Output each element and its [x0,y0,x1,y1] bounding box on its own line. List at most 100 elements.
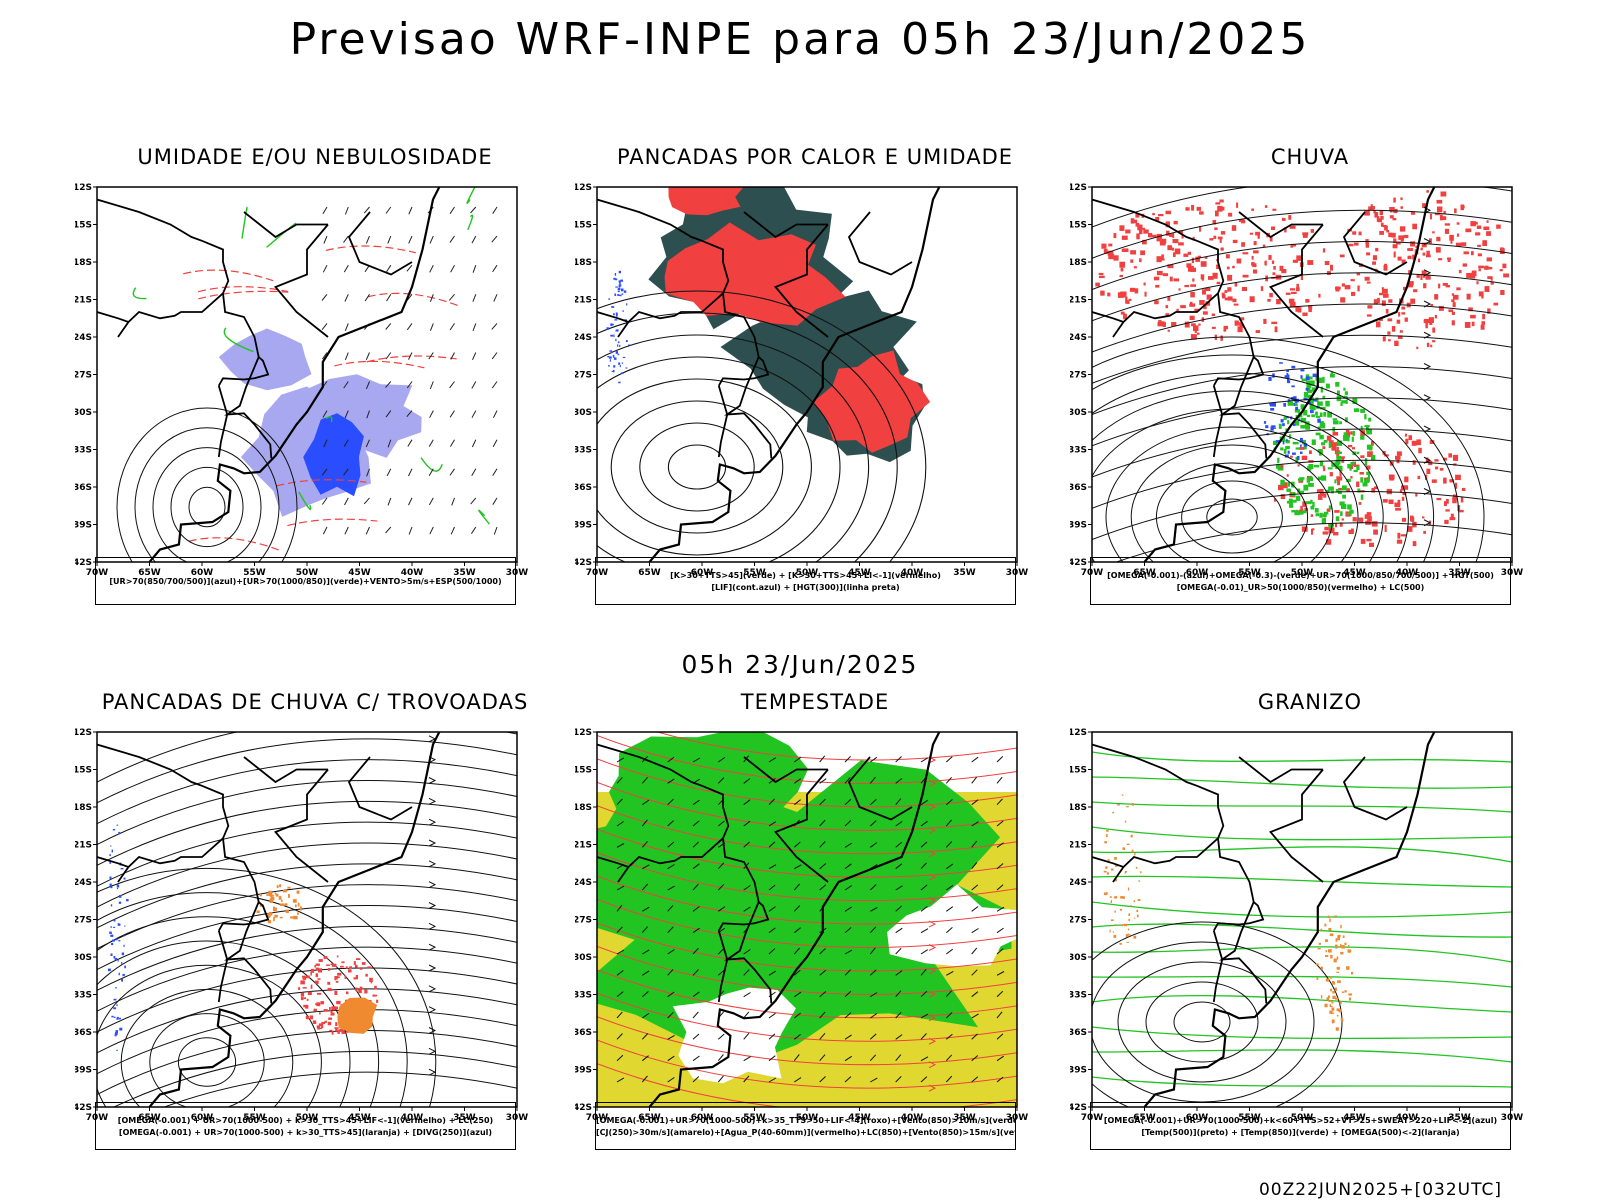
lon-tick-label: 50W [1291,1113,1314,1123]
border-line [117,292,224,338]
lon-tick-label: 50W [296,1113,319,1123]
border-line [1092,856,1124,868]
lon-tick-label: 60W [1186,568,1209,578]
border-line [97,856,129,868]
legend-line: [OMEGA(-0.001) + UR>70(1000-500) + k>30_… [117,1115,494,1125]
lon-tick-label: 60W [691,1113,714,1123]
border-line [347,756,413,821]
legend-line: [OMEGA(-0.001)-(azul)+OMEGA(-0.3)-(verde… [1107,570,1494,580]
lat-tick-label: 36S [75,483,92,493]
map-panel-4: PANCADAS DE CHUVA C/ TROVOADAS 12S 15S 18S 2… [75,690,555,1190]
lat-tick-label: 33S [75,991,92,1001]
lon-tick-label: 30W [1501,1113,1524,1123]
lon-tick-label: 65W [1133,1113,1156,1123]
lon-tick-label: 70W [1081,568,1104,578]
border-line [217,930,229,1003]
border-line [347,211,413,276]
panel-title: PANCADAS POR CALOR E UMIDADE [616,145,1014,169]
map-panel-2: PANCADAS POR CALOR E UMIDADE 12S 15S 18S 21S… [575,145,1055,645]
lat-tick-label: 21S [575,296,592,306]
border-line [1112,837,1219,883]
lon-tick-label: 70W [86,1113,109,1123]
lat-tick-label: 30S [1070,408,1087,418]
lat-tick-label: 18S [1070,803,1087,813]
coastline [148,732,456,1107]
coastline [148,187,456,562]
lat-tick-label: 42S [1070,558,1087,568]
lon-tick-label: 30W [506,568,529,578]
lat-tick-label: 42S [575,558,592,568]
lon-tick-label: 50W [1291,568,1314,578]
border-line [97,311,129,323]
panel-title: UMIDADE E/OU NEBULOSIDADE [137,145,493,169]
lon-tick-label: 65W [638,1113,661,1123]
border-line [743,211,828,239]
lat-tick-label: 30S [75,408,92,418]
lat-tick-label: 27S [575,916,592,926]
lat-tick-label: 27S [1070,916,1087,926]
lon-tick-label: 55W [243,568,266,578]
lat-tick-label: 15S [575,766,592,776]
border-line [617,292,724,338]
lon-tick-label: 55W [243,1113,266,1123]
lon-tick-label: 50W [796,568,819,578]
lon-tick-label: 50W [796,1113,819,1123]
lon-tick-label: 55W [743,1113,766,1123]
panel-legend: [OMEGA(-0.001)+UR>70(1000-500)+k>35_TTS>… [595,1102,1016,1150]
lat-tick-label: 39S [1070,1066,1087,1076]
lat-tick-label: 39S [75,1066,92,1076]
border-line [243,756,328,784]
lat-tick-label: 15S [1070,221,1087,231]
lat-tick-label: 21S [75,296,92,306]
lat-tick-label: 18S [75,258,92,268]
border-line [617,837,724,883]
legend-line: [OMEGA(-0.01)_UR>50(1000/850)(vermelho) … [1176,582,1425,592]
border-line [1212,930,1224,1003]
lat-tick-label: 27S [75,916,92,926]
lat-tick-label: 39S [1070,521,1087,531]
panel-legend: [K>30+TTS>45](verde) + [K>30+TTS>45+LI<-… [595,557,1016,605]
lat-tick-label: 27S [575,371,592,381]
lat-tick-label: 18S [1070,258,1087,268]
lat-tick-label: 12S [575,183,592,193]
lon-tick-label: 60W [691,568,714,578]
lat-tick-label: 39S [575,1066,592,1076]
lat-tick-label: 42S [75,1103,92,1113]
border-line [217,385,229,458]
border-line [97,743,230,839]
border-line [1092,198,1225,294]
lon-tick-label: 30W [1006,568,1029,578]
legend-line: [UR>70(850/700/500)](azul)+[UR>70(1000/8… [109,576,502,586]
border-line [597,856,629,868]
lat-tick-label: 15S [575,221,592,231]
border-line [1238,756,1323,784]
legend-line: [CJ(250)>30m/s](amarelo)+[Agua_P(40-60mm… [596,1127,1015,1137]
map-panel-3: CHUVA 12S 15S 18S 21S 24S 27S 30S 33S 36S 39S 42S 70… [1070,145,1550,645]
border-line [743,756,828,784]
map-panel-1: UMIDADE E/OU NEBULOSIDADE 12S 15S 18S 21S 24S… [75,145,555,645]
border-line [243,211,328,239]
lat-tick-label: 30S [575,953,592,963]
lon-tick-label: 35W [1448,1113,1471,1123]
border-line [718,293,770,387]
lat-tick-label: 24S [575,333,592,343]
lat-tick-label: 24S [1070,333,1087,343]
lon-tick-label: 70W [86,568,109,578]
border-line [274,223,329,338]
border-line [718,838,770,932]
lon-tick-label: 55W [1238,1113,1261,1123]
lon-tick-label: 65W [138,568,161,578]
border-line [597,311,629,323]
lat-tick-label: 21S [75,841,92,851]
lon-tick-label: 65W [1133,568,1156,578]
lon-tick-label: 70W [586,1113,609,1123]
lon-tick-label: 40W [1396,1113,1419,1123]
lat-tick-label: 30S [75,953,92,963]
lon-tick-label: 45W [348,1113,371,1123]
lon-tick-label: 50W [296,568,319,578]
legend-line: [OMEGA(-0.001) + UR>70(1000-500) + k>30_… [118,1127,493,1137]
lat-tick-label: 15S [75,221,92,231]
lon-tick-label: 55W [743,568,766,578]
